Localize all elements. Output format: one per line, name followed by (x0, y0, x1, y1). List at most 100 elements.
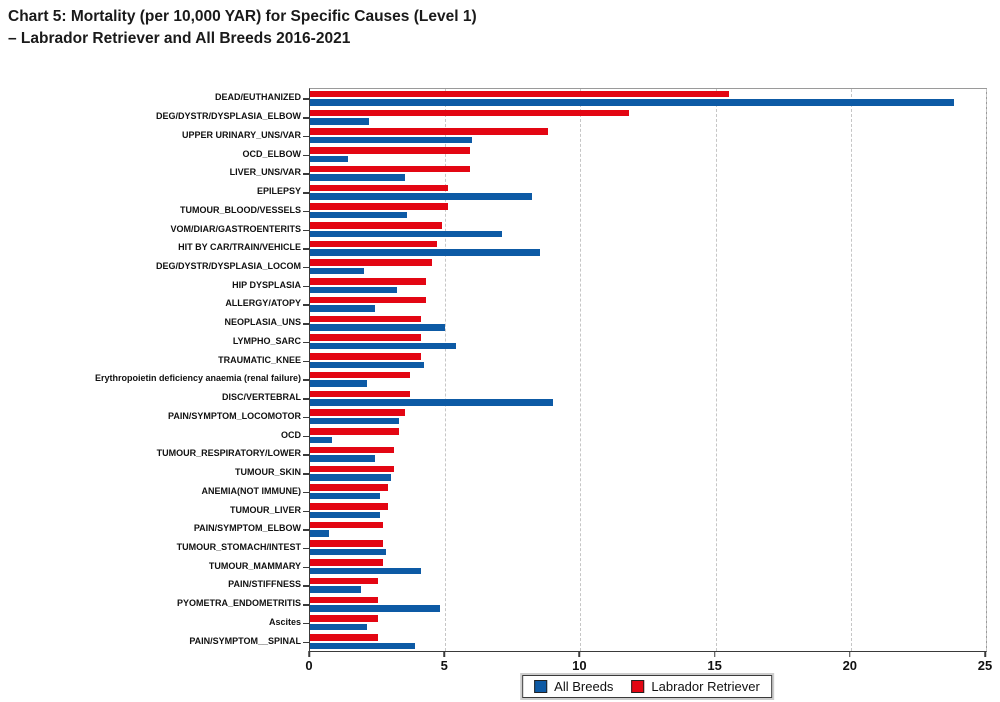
category-label-row: PAIN/SYMPTOM__SPINAL (0, 631, 303, 650)
x-axis-tick-label-0: 0 (305, 658, 313, 673)
x-axis-tick-label-25: 25 (977, 658, 993, 673)
legend-box: All Breeds Labrador Retriever (522, 675, 772, 698)
bar-labrador-retriever (310, 296, 427, 304)
bar-labrador-retriever (310, 109, 630, 117)
category-label: EPILEPSY (256, 186, 301, 197)
category-label: DISC/VERTEBRAL (221, 392, 301, 403)
category-label: DEG/DYSTR/DYSPLASIA_LOCOM (155, 260, 301, 271)
x-axis-tick-0 (308, 651, 310, 657)
bar-all-breeds (310, 99, 954, 106)
bar-all-breeds (310, 380, 367, 387)
bar-all-breeds (310, 174, 405, 181)
category-label-row: TUMOUR_MAMMARY (0, 556, 303, 575)
bar-all-breeds (310, 118, 370, 125)
x-axis-tick-label-5: 5 (440, 658, 448, 673)
bar-labrador-retriever (310, 259, 432, 266)
category-axis-labels: DEAD/EUTHANIZED DEG/DYSTR/DYSPLASIA_ELBOW… (0, 88, 303, 650)
bar-group (303, 426, 986, 445)
x-axis-tick-5 (443, 651, 445, 657)
bar-all-breeds (310, 417, 400, 425)
category-label: HIP DYSPLASIA (232, 279, 301, 290)
category-label-row: OCD_ELBOW (0, 144, 303, 163)
bar-labrador-retriever (310, 315, 421, 323)
category-label: LYMPHO_SARC (232, 335, 301, 346)
bar-labrador-retriever (310, 465, 394, 473)
category-label-row: TUMOUR_BLOOD/VESSELS (0, 200, 303, 219)
category-label: ANEMIA(NOT IMMUNE) (201, 485, 302, 496)
x-axis: 0 5 10 15 20 25 (305, 651, 992, 677)
bar-labrador-retriever (310, 184, 448, 192)
legend-label-all-breeds: All Breeds (554, 679, 614, 694)
bar-all-breeds (310, 605, 440, 612)
bar-group (303, 482, 986, 501)
bar-labrador-retriever (310, 278, 427, 285)
bar-labrador-retriever (310, 615, 378, 622)
category-label-row: LYMPHO_SARC (0, 332, 303, 351)
category-label-row: DEG/DYSTR/DYSPLASIA_ELBOW (0, 107, 303, 126)
bar-all-breeds (310, 155, 348, 163)
category-label-row: PAIN/STIFFNESS (0, 575, 303, 594)
category-label: OCD (281, 429, 301, 440)
bar-labrador-retriever (310, 371, 411, 379)
bar-group (303, 539, 986, 558)
bar-labrador-retriever (310, 390, 411, 398)
category-label-row: PAIN/SYMPTOM_LOCOMOTOR (0, 406, 303, 425)
bar-all-breeds (310, 342, 457, 350)
category-label: NEOPLASIA_UNS (224, 317, 301, 328)
legend-item-all-breeds: All Breeds (534, 679, 613, 694)
bar-group (303, 464, 986, 483)
bar-group (303, 595, 986, 614)
category-label: TRAUMATIC_KNEE (218, 354, 301, 365)
bar-group (303, 220, 986, 239)
bar-all-breeds (310, 511, 381, 519)
bar-all-breeds (310, 305, 375, 312)
category-label-row: ALLERGY/ATOPY (0, 294, 303, 313)
bar-group (303, 632, 986, 651)
bar-all-breeds (310, 548, 386, 556)
category-label-row: DEAD/EUTHANIZED (0, 88, 303, 107)
bar-group (303, 183, 986, 202)
category-label: PAIN/SYMPTOM_ELBOW (193, 523, 301, 534)
category-label: OCD_ELBOW (242, 148, 302, 159)
bar-group (303, 520, 986, 539)
category-label: DEAD/EUTHANIZED (214, 92, 301, 103)
bar-group (303, 389, 986, 408)
category-label: Ascites (268, 616, 301, 627)
category-label-row: TUMOUR_STOMACH/INTEST (0, 538, 303, 557)
bar-group (303, 108, 986, 127)
bar-labrador-retriever (310, 484, 389, 491)
category-label: TUMOUR_STOMACH/INTEST (176, 541, 301, 552)
bar-group (303, 351, 986, 370)
bar-group (303, 614, 986, 633)
bar-labrador-retriever (310, 446, 394, 454)
category-label: PYOMETRA_ENDOMETRITIS (176, 598, 301, 609)
bar-labrador-retriever (310, 165, 470, 173)
bar-group (303, 576, 986, 595)
bar-all-breeds (310, 211, 408, 219)
bar-labrador-retriever (310, 203, 448, 210)
bar-group (303, 333, 986, 352)
category-label: DEG/DYSTR/DYSPLASIA_ELBOW (155, 111, 301, 122)
bar-all-breeds (310, 249, 540, 256)
bar-group (303, 557, 986, 576)
bar-group (303, 276, 986, 295)
legend-item-labrador-retriever: Labrador Retriever (631, 679, 760, 694)
bar-group (303, 501, 986, 520)
category-label-row: VOM/DIAR/GASTROENTERITS (0, 219, 303, 238)
bar-all-breeds (310, 586, 362, 593)
category-label-row: OCD (0, 425, 303, 444)
category-label-row: TRAUMATIC_KNEE (0, 350, 303, 369)
x-axis-tick-label-15: 15 (707, 658, 722, 673)
category-label: TUMOUR_RESPIRATORY/LOWER (156, 448, 301, 459)
bar-labrador-retriever (310, 521, 383, 529)
bar-labrador-retriever (310, 428, 400, 435)
bar-all-breeds (310, 623, 367, 631)
x-axis-tick-25 (984, 651, 986, 657)
bar-group (303, 407, 986, 426)
category-label-row: LIVER_UNS/VAR (0, 163, 303, 182)
bar-group (303, 370, 986, 389)
chart-title-line2: – Labrador Retriever and All Breeds 2016… (8, 29, 351, 47)
x-axis-tick-label-20: 20 (842, 658, 858, 673)
category-label-row: ANEMIA(NOT IMMUNE) (0, 481, 303, 500)
